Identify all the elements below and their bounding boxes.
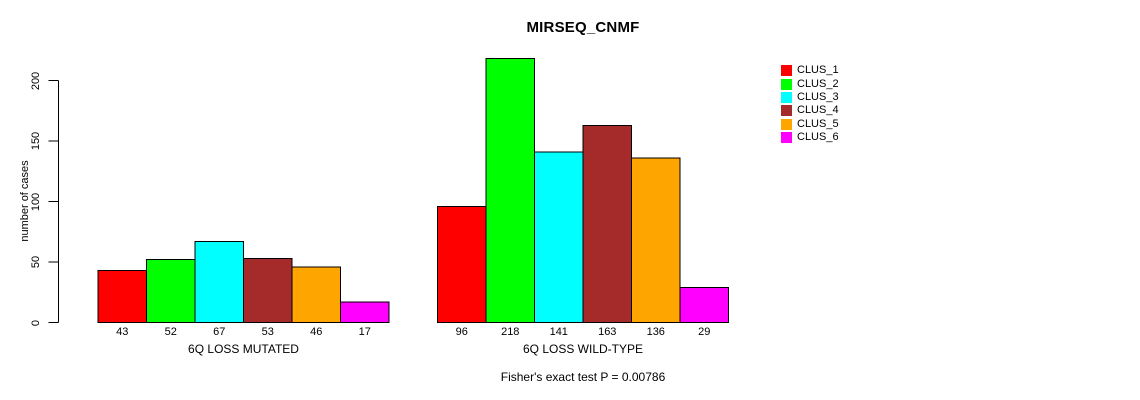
legend-swatch	[781, 105, 792, 117]
bar	[437, 205, 487, 323]
bar-value-label: 218	[501, 325, 520, 338]
legend-item: CLUS_5	[781, 117, 839, 130]
legend-label: CLUS_2	[797, 77, 839, 90]
legend: CLUS_1 CLUS_2 CLUS_3 CLUS_4 CLUS_5 CLUS_6	[781, 64, 839, 144]
bar-value-label: 52	[164, 325, 177, 338]
legend-label: CLUS_6	[797, 130, 839, 143]
x-axis-group-label: 6Q LOSS MUTATED	[188, 341, 299, 356]
bar	[485, 58, 535, 323]
bar-value-label: 29	[698, 325, 711, 338]
bar-value-label: 67	[213, 325, 226, 338]
bar-value-label: 43	[116, 325, 129, 338]
legend-item: CLUS_1	[781, 64, 839, 77]
bar-value-label: 96	[455, 325, 468, 338]
legend-swatch	[781, 65, 792, 77]
bar	[534, 151, 584, 323]
legend-swatch	[781, 91, 792, 103]
bar	[631, 157, 681, 323]
bar	[582, 124, 632, 323]
bar	[679, 286, 729, 324]
legend-item: CLUS_4	[781, 104, 839, 117]
fisher-test-note: Fisher's exact test P = 0.00786	[500, 370, 666, 384]
legend-label: CLUS_4	[797, 104, 839, 117]
legend-item: CLUS_3	[781, 91, 839, 104]
legend-label: CLUS_1	[797, 64, 839, 77]
legend-swatch	[781, 78, 792, 90]
y-axis-tick-label: 50	[30, 255, 42, 269]
chart-title: MIRSEQ_CNMF	[526, 19, 640, 36]
bar	[146, 259, 196, 323]
y-axis-tick-label: 150	[30, 131, 42, 151]
bar	[340, 301, 390, 323]
legend-item: CLUS_2	[781, 77, 839, 90]
y-axis-tick-label: 200	[30, 71, 42, 90]
bar-value-label: 163	[598, 325, 617, 338]
y-axis-tick-label: 0	[30, 319, 42, 326]
legend-swatch	[781, 118, 792, 130]
bar-value-label: 136	[646, 325, 665, 338]
legend-label: CLUS_5	[797, 117, 839, 130]
legend-item: CLUS_6	[781, 131, 839, 144]
y-axis-tick-label: 100	[30, 192, 42, 211]
bar-value-label: 17	[358, 325, 371, 338]
legend-swatch	[781, 131, 792, 143]
bar-value-label: 53	[261, 325, 274, 338]
bar	[243, 257, 293, 323]
legend-label: CLUS_3	[797, 90, 839, 103]
x-axis-group-label: 6Q LOSS WILD-TYPE	[522, 341, 644, 356]
bar	[97, 269, 147, 323]
bar	[291, 266, 341, 323]
bar	[194, 240, 244, 323]
bar-value-label: 46	[310, 325, 323, 338]
bar-value-label: 141	[549, 325, 568, 338]
